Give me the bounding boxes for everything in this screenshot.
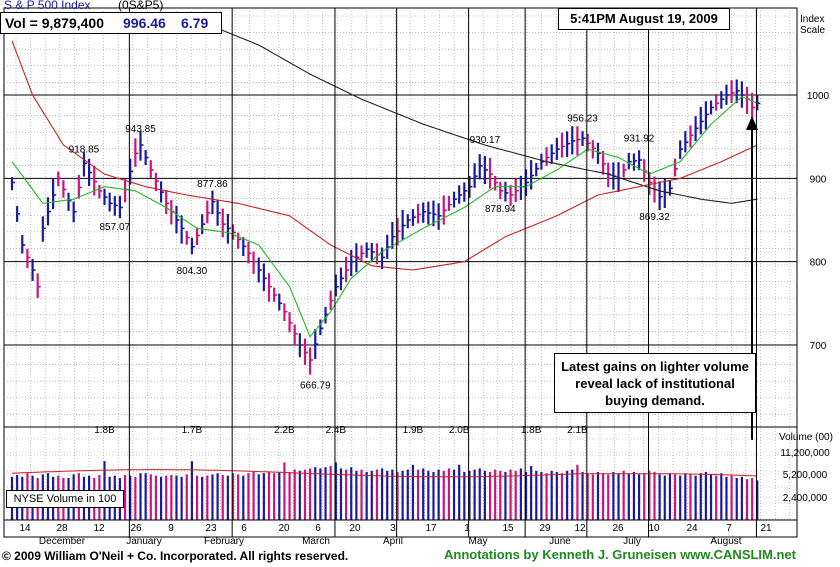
volume-annotation-label: 1.9B — [403, 425, 424, 436]
price-annotation-label: 956.23 — [567, 113, 598, 124]
price-annotation-label: 931.92 — [624, 134, 655, 145]
index-symbol: (0S&P5) — [118, 0, 164, 12]
date-axis-frame — [3, 519, 798, 538]
date-axis: 14 28 12 26 9 23 6 20 6 20 3 17 1 15 29 12 26 10 24 7 21 Dece… — [3, 8, 798, 547]
day-tick-label: 23 — [205, 523, 217, 534]
day-tick-label: 17 — [425, 523, 437, 534]
volume-tick-label: 11,200,000 — [780, 448, 830, 459]
day-tick-label: 15 — [502, 523, 514, 534]
month-label: April — [383, 536, 403, 547]
day-tick-label: 28 — [56, 523, 68, 534]
price-annotation-label: 857.07 — [100, 222, 131, 233]
change-readout: 6.79 — [181, 15, 209, 31]
volume-annotation-label: 1.7B — [182, 425, 203, 436]
volume-readout: Vol = 9,879,400 — [5, 15, 104, 31]
price-scale-title-line-2: Scale — [800, 25, 826, 36]
day-tick-label: 12 — [93, 523, 105, 534]
price-annotation-label: 666.79 — [300, 381, 331, 392]
day-tick-label: 24 — [686, 523, 698, 534]
annotation-note: Latest gains on lighter volume reveal la… — [554, 353, 756, 413]
day-tick-label: 29 — [539, 523, 551, 534]
month-label: August — [710, 536, 741, 547]
price-annotation-label: 918.85 — [69, 145, 100, 156]
price-annotation-label: 943.85 — [125, 124, 156, 135]
day-tick-label: 1 — [464, 523, 470, 534]
day-tick-label: 3 — [390, 523, 396, 534]
volume-annotation-label: 1.8B — [94, 425, 115, 436]
price-tick-label: 800 — [810, 258, 827, 269]
day-tick-label: 7 — [726, 523, 732, 534]
month-label: May — [469, 536, 488, 547]
day-tick-label: 12 — [574, 523, 586, 534]
day-tick-label: 21 — [760, 523, 772, 534]
price-panel: 918.85 857.07 943.85 804.30 877.86 666.79 930.… — [3, 7, 798, 520]
price-scale-title-line-1: Index — [800, 14, 825, 25]
annotation-credit: Annotations by Kenneth J. Gruneisen www.… — [444, 547, 796, 562]
month-label: February — [204, 536, 244, 547]
volume-annotation-label: 2.4B — [326, 425, 347, 436]
price-annotation-label: 877.86 — [197, 179, 228, 190]
day-tick-label: 14 — [19, 523, 31, 534]
day-tick-label: 26 — [612, 523, 624, 534]
price-annotation-label: 878.94 — [485, 204, 516, 215]
price-axis: 1000 900 800 700 11,200,000 5,200,000 2,400,00… — [780, 91, 830, 504]
price-tick-label: 700 — [810, 341, 827, 352]
ma-mid-line — [11, 40, 758, 271]
price-tick-label: 1000 — [807, 91, 830, 102]
volume-ma-line — [11, 469, 758, 478]
price-tick-label: 900 — [810, 174, 827, 185]
ma-long-line — [217, 27, 758, 204]
month-label: January — [126, 536, 162, 547]
month-label: June — [549, 536, 571, 547]
timestamp-box: 5:41PM August 19, 2009 — [558, 8, 730, 30]
ma-short-line — [11, 96, 758, 338]
day-tick-label: 26 — [130, 523, 142, 534]
quote-box: Vol = 9,879,400 996.46 6.79 — [0, 12, 222, 34]
volume-tick-label: 2,400,000 — [783, 493, 828, 504]
day-tick-label: 20 — [278, 523, 290, 534]
volume-annotation-label: 2.2B — [274, 425, 295, 436]
volume-tick-label: 5,200,000 — [783, 470, 828, 481]
annotation-arrowhead — [746, 116, 758, 130]
day-tick-label: 6 — [241, 523, 247, 534]
volume-scale-title: Volume (00) — [779, 432, 833, 443]
price-annotation-label: 930.17 — [470, 135, 501, 146]
day-tick-label: 10 — [648, 523, 660, 534]
index-title: S & P 500 Index — [4, 0, 91, 12]
month-label: December — [39, 536, 86, 547]
month-label: March — [302, 536, 330, 547]
day-tick-label: 9 — [168, 523, 174, 534]
month-label: July — [623, 536, 641, 547]
nyse-volume-label: NYSE Volume in 100 — [6, 490, 124, 508]
volume-annotation-label: 1.8B — [521, 425, 542, 436]
day-tick-label: 6 — [315, 523, 321, 534]
volume-annotation-label: 2.1B — [567, 425, 588, 436]
price-annotation-label: 804.30 — [177, 266, 208, 277]
price-readout: 996.46 — [123, 15, 166, 31]
volume-annotation-label: 2.0B — [449, 425, 470, 436]
day-tick-label: 20 — [349, 523, 361, 534]
price-annotation-label: 869.32 — [639, 212, 670, 223]
copyright-text: © 2009 William O'Neil + Co. Incorporated… — [2, 549, 349, 563]
price-scale-title: Index Scale — [800, 14, 825, 36]
